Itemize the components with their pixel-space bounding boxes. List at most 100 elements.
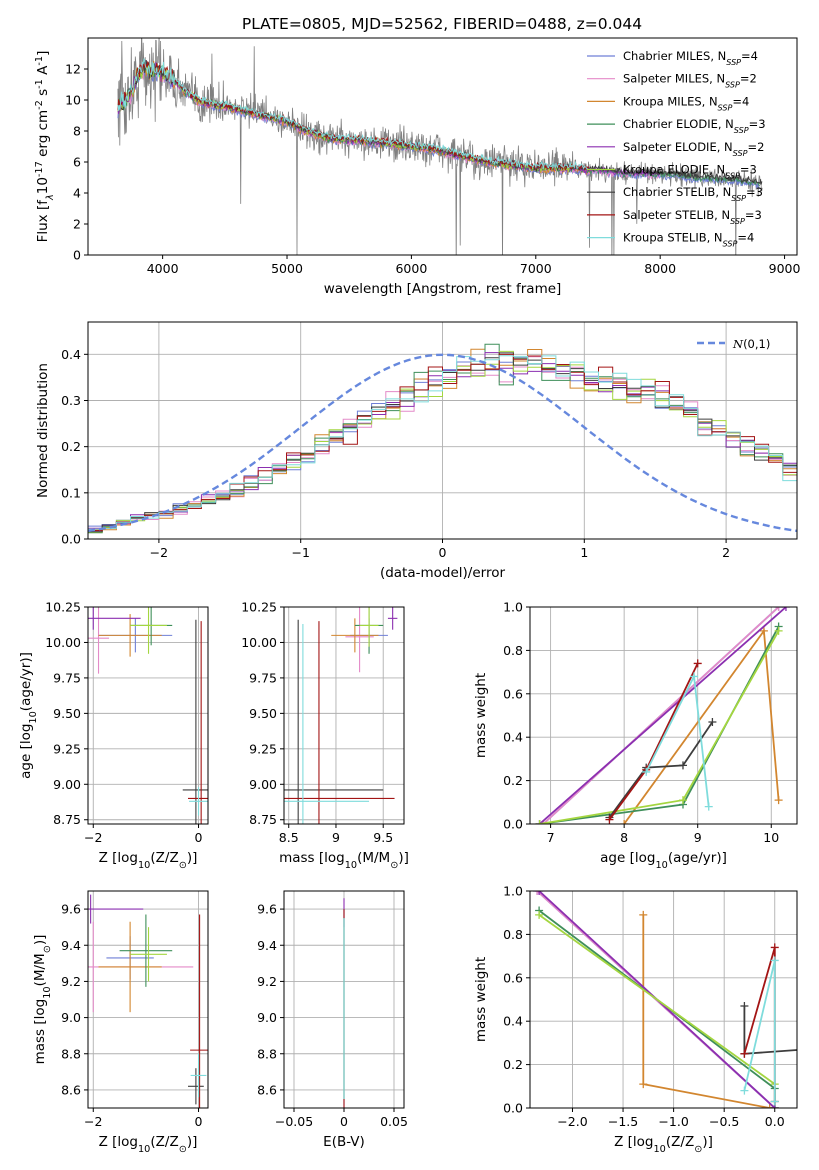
weight-marker [535, 820, 544, 824]
y-tick-label: 8.6 [61, 1082, 81, 1097]
y-tick-label: 9.4 [61, 938, 81, 953]
plot-area-massweight_vs_age [535, 607, 790, 824]
weight-marker [765, 1104, 774, 1108]
weight-marker [693, 659, 702, 668]
model-spectrum-8 [117, 58, 589, 170]
y-axis-label: mass [log10(M/M⊙)] [32, 935, 53, 1065]
legend-label: Salpeter ELODIE, NSSP=2 [623, 140, 764, 158]
y-tick-label: 12 [65, 62, 81, 77]
y-tick-label: 8.6 [257, 1082, 277, 1097]
weight-marker [774, 796, 783, 805]
panel-massweight_vs_Z: −2.0 −1.5 −1.0 −0.5 0.0 0.0 0.2 0.4 0.6 0.8 1.0 Z [… [473, 884, 798, 1155]
plot-area-age_vs_mass [284, 607, 398, 824]
panel-mass_vs_ebv: −0.05 0 0.05 8.6 8.8 9.0 9.2 9.4 9.6 E(B-V) [257, 890, 408, 1150]
legend-label: Kroupa MILES, NSSP=4 [623, 94, 749, 112]
axes-frame-residuals [87, 321, 798, 540]
y-tick-label: 9.00 [249, 777, 277, 792]
x-axis-label: Z [log10(Z/Z⊙)] [99, 1134, 198, 1155]
errorbar-point [284, 621, 395, 824]
weight-marker [678, 761, 687, 770]
x-tick-label: 8000 [644, 261, 676, 276]
weight-line-2 [642, 914, 775, 1108]
x-axis-label: E(B-V) [323, 1134, 365, 1150]
plot-area-massweight_vs_Z [533, 891, 797, 1108]
y-tick-label: 2 [73, 217, 81, 232]
weight-marker [708, 718, 717, 727]
y-tick-label: 8.8 [257, 1046, 277, 1061]
x-tick-label: −2 [84, 830, 102, 845]
y-tick-label: 0.1 [61, 485, 81, 500]
x-tick-label: 0.0 [765, 1114, 785, 1129]
legend-label: Salpeter MILES, NSSP=2 [623, 72, 757, 90]
legend-label: Kroupa ELODIE, NSSP=3 [623, 163, 757, 181]
errorbar-point [130, 607, 167, 654]
weight-marker [774, 626, 783, 635]
y-tick-label: 0.4 [503, 730, 523, 745]
y-tick-label: 0.4 [503, 1014, 523, 1029]
errorbar-point [284, 619, 384, 824]
y-tick-label: 9.6 [257, 902, 277, 917]
weight-marker [620, 820, 629, 824]
y-tick-label: 0.6 [503, 970, 523, 985]
x-tick-label: 9 [332, 830, 340, 845]
weight-marker [605, 815, 614, 824]
plot-area-age_vs_Z [88, 607, 208, 824]
y-tick-label: 0.0 [503, 1101, 523, 1116]
panel-mass_vs_Z: −2 0 8.6 8.8 9.0 9.2 9.4 9.6 Z [log10(Z/Z⊙)] mass… [32, 890, 209, 1155]
y-tick-label: 10.25 [241, 600, 277, 615]
legend-label: Chabrier MILES, NSSP=4 [623, 49, 758, 67]
y-tick-label: 0.2 [503, 773, 523, 788]
x-tick-label: 9000 [769, 261, 801, 276]
weight-marker [678, 796, 687, 805]
y-tick-label: 0.6 [503, 686, 523, 701]
y-tick-label: 8 [73, 124, 81, 139]
weight-marker [690, 672, 699, 681]
weight-line-1 [542, 607, 780, 824]
x-tick-label: 6000 [395, 261, 427, 276]
y-tick-label: 0.8 [503, 927, 523, 942]
y-tick-label: 9.6 [61, 902, 81, 917]
errorbar-point [387, 607, 398, 630]
x-tick-label: 7 [547, 830, 555, 845]
y-axis-label: Normed distribution [35, 363, 51, 498]
weight-marker [704, 802, 713, 811]
y-tick-label: 9.2 [61, 974, 81, 989]
panel-age_vs_Z: −2 0 8.75 9.00 9.25 9.50 9.75 10.00 10.25 Z [log1… [18, 600, 209, 871]
axes-frame-mass_vs_ebv [283, 890, 405, 1109]
x-axis-label: wavelength [Angstrom, rest frame] [324, 281, 562, 297]
y-tick-label: 8.8 [61, 1046, 81, 1061]
panel-spectrum: 4000 5000 6000 7000 8000 9000 0 2 4 6 8 10 12 wavelen… [34, 37, 801, 297]
y-tick-label: 9.25 [53, 741, 81, 756]
axes-frame-massweight_vs_Z [529, 890, 798, 1109]
x-axis-label: age [log10(age/yr)] [600, 850, 727, 871]
weight-marker [533, 891, 542, 895]
errorbar-point [284, 624, 370, 824]
y-tick-label: 9.2 [257, 974, 277, 989]
x-tick-label: −0.5 [709, 1114, 739, 1129]
x-tick-label: −2 [150, 545, 168, 560]
x-tick-label: 10 [763, 830, 779, 845]
errorbar-point [130, 927, 167, 982]
x-tick-label: 4000 [147, 261, 179, 276]
weight-line-4 [539, 607, 787, 824]
axes-frame-mass_vs_Z [87, 890, 209, 1109]
y-tick-label: 1.0 [503, 884, 523, 899]
y-tick-label: 9.0 [61, 1010, 81, 1025]
plot-area-spectrum [117, 38, 763, 255]
panel-age_vs_mass: 8.5 9 9.5 8.75 9.00 9.25 9.50 9.75 10.00 10.25 mas… [241, 600, 409, 871]
weight-marker [639, 1080, 648, 1089]
weight-marker [770, 943, 779, 952]
errorbar-point [98, 921, 162, 1013]
x-tick-label: 5000 [271, 261, 303, 276]
y-axis-label: Flux [fλ10-17 erg cm-2 s-1 A-1] [34, 51, 56, 243]
y-tick-label: 10.00 [241, 635, 277, 650]
weight-marker [759, 626, 768, 635]
y-tick-label: 10.00 [45, 635, 81, 650]
axes-frame-spectrum [87, 37, 798, 256]
y-tick-label: 10.25 [45, 600, 81, 615]
weight-marker [781, 607, 790, 611]
errorbar-point [331, 618, 379, 653]
x-tick-label: 9.5 [373, 830, 393, 845]
x-axis-label: mass [log10(M/M⊙)] [279, 850, 409, 871]
